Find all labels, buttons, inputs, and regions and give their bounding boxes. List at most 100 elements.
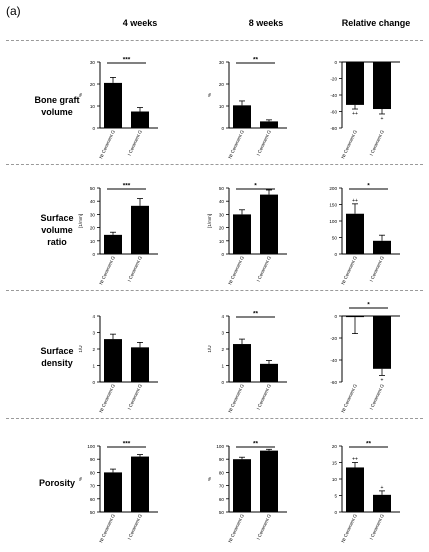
column-header-8-weeks: 8 weeks bbox=[248, 18, 284, 28]
x-tick-label: NI Cerament G bbox=[227, 255, 245, 285]
y-tick-label: -40 bbox=[330, 358, 337, 363]
x-tick-label: NI Cerament G bbox=[98, 129, 116, 159]
x-tick-label: NI Cerament G bbox=[98, 255, 116, 285]
x-tick-label: I Cerament G bbox=[256, 513, 272, 540]
y-tick-label: 20 bbox=[332, 444, 338, 449]
row-divider bbox=[6, 164, 423, 165]
x-tick-label: I Cerament G bbox=[369, 513, 385, 540]
row-label-line: volume bbox=[41, 225, 73, 235]
x-tick-label: I Cerament G bbox=[369, 255, 385, 282]
y-tick-label: 0 bbox=[334, 60, 337, 65]
bar bbox=[373, 316, 391, 369]
y-tick-label: 100 bbox=[216, 444, 224, 449]
bar bbox=[260, 121, 278, 128]
y-tick-label: 0 bbox=[92, 252, 95, 257]
bar-chart-panel: 0 10 20 30 40 50 [1/mm] NI Cerament G I Cerament… bbox=[78, 183, 158, 285]
column-header-4-weeks: 4 weeks bbox=[122, 18, 158, 28]
panel-label: (a) bbox=[6, 4, 21, 18]
y-axis-label: % bbox=[78, 93, 83, 97]
significance-stars: * bbox=[367, 183, 370, 190]
row-divider bbox=[6, 40, 423, 41]
x-tick-label: NI Cerament G bbox=[340, 513, 358, 543]
y-tick-label: 0 bbox=[221, 380, 224, 385]
bar bbox=[260, 194, 278, 254]
x-tick-label: I Cerament G bbox=[127, 129, 143, 156]
significance-marker: + bbox=[381, 116, 384, 122]
y-tick-label: -60 bbox=[330, 110, 337, 115]
row-label-line: ratio bbox=[47, 237, 67, 247]
y-tick-label: 50 bbox=[332, 236, 338, 241]
row-divider bbox=[6, 418, 423, 419]
bar bbox=[131, 205, 149, 254]
bar bbox=[233, 344, 251, 382]
bar-chart-panel: 0 10 20 30% NI Cerament G I Cerament G *** bbox=[78, 57, 158, 159]
bar-chart-panel: 0 1 2 3 4 1/U NI Cerament G I Cerament G ** bbox=[207, 311, 287, 413]
bar-chart-panel: 50 60 70 80 90 100% NI Cerament G I Cerament G *… bbox=[78, 441, 158, 543]
y-tick-label: 70 bbox=[219, 484, 225, 489]
bar-chart-panel: 0 1 2 3 4 1/U NI Cerament G I Cerament G bbox=[78, 314, 158, 413]
column-header-relative-change: Relative change bbox=[341, 18, 411, 28]
row-label-line: Bone graft bbox=[34, 95, 80, 105]
significance-stars: * bbox=[367, 302, 370, 309]
y-tick-label: 50 bbox=[219, 186, 225, 191]
significance-stars: ** bbox=[253, 441, 259, 448]
x-tick-label: I Cerament G bbox=[127, 513, 143, 540]
y-axis-label: [1/mm] bbox=[78, 214, 83, 228]
y-tick-label: 2 bbox=[92, 347, 95, 352]
y-tick-label: 20 bbox=[90, 82, 96, 87]
bar-chart-panel: 0 10 20 30% NI Cerament G I Cerament G ** bbox=[207, 57, 287, 159]
bar-chart-panel: 0 50 100 150 200 ++ NI Cerament G I Cerament G * bbox=[329, 183, 400, 285]
x-tick-label: NI Cerament G bbox=[98, 383, 116, 413]
y-tick-label: 30 bbox=[219, 60, 225, 65]
significance-stars: ** bbox=[366, 441, 372, 448]
y-axis-label: % bbox=[207, 93, 212, 97]
bar bbox=[233, 214, 251, 254]
y-tick-label: 40 bbox=[219, 199, 225, 204]
y-tick-label: 10 bbox=[332, 477, 338, 482]
y-tick-label: 200 bbox=[329, 186, 337, 191]
bar bbox=[131, 456, 149, 512]
significance-stars: *** bbox=[123, 441, 131, 448]
y-tick-label: 90 bbox=[90, 457, 96, 462]
bar bbox=[104, 82, 122, 128]
significance-marker: ++ bbox=[352, 198, 358, 204]
y-axis-label: [1/mm] bbox=[207, 214, 212, 228]
significance-marker: + bbox=[381, 485, 384, 491]
y-tick-label: 3 bbox=[92, 331, 95, 336]
bar bbox=[346, 316, 364, 318]
bar bbox=[131, 347, 149, 382]
bar bbox=[104, 339, 122, 382]
row-label-line: volume bbox=[41, 107, 73, 117]
y-tick-label: 50 bbox=[90, 186, 96, 191]
bar bbox=[346, 467, 364, 512]
y-tick-label: 50 bbox=[90, 510, 96, 515]
y-tick-label: 2 bbox=[221, 347, 224, 352]
x-tick-label: NI Cerament G bbox=[340, 129, 358, 159]
row-label-bone-graft-volume: Bone graft volume bbox=[12, 94, 102, 118]
row-label-line: density bbox=[41, 358, 73, 368]
bar bbox=[373, 240, 391, 254]
row-label-line: Porosity bbox=[38, 478, 75, 488]
x-tick-label: NI Cerament G bbox=[227, 383, 245, 413]
y-tick-label: 4 bbox=[221, 314, 224, 319]
bar bbox=[104, 472, 122, 512]
y-tick-label: 20 bbox=[219, 82, 225, 87]
row-label-surface-density: Surface density bbox=[12, 345, 102, 369]
x-tick-label: I Cerament G bbox=[256, 383, 272, 410]
significance-stars: ** bbox=[253, 311, 259, 318]
y-tick-label: 60 bbox=[90, 497, 96, 502]
y-tick-label: -20 bbox=[330, 336, 337, 341]
row-divider bbox=[6, 290, 423, 291]
bar bbox=[373, 62, 391, 110]
bar bbox=[260, 450, 278, 512]
significance-marker: ++ bbox=[352, 457, 358, 463]
y-tick-label: -20 bbox=[330, 77, 337, 82]
x-tick-label: I Cerament G bbox=[256, 255, 272, 282]
y-tick-label: 0 bbox=[334, 314, 337, 319]
significance-stars: *** bbox=[123, 183, 131, 190]
y-tick-label: 0 bbox=[334, 510, 337, 515]
row-label-line: Surface bbox=[40, 346, 74, 356]
y-tick-label: 60 bbox=[219, 497, 225, 502]
x-tick-label: NI Cerament G bbox=[98, 513, 116, 543]
y-tick-label: 30 bbox=[90, 212, 96, 217]
